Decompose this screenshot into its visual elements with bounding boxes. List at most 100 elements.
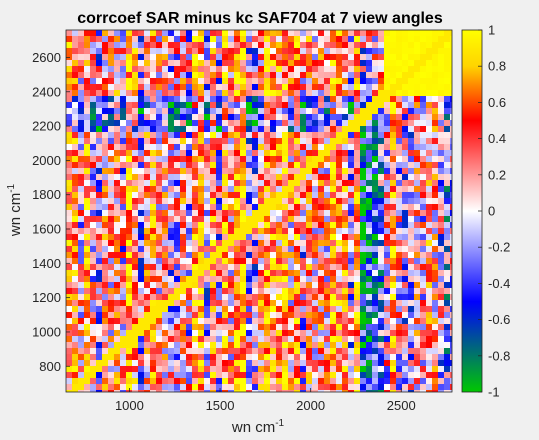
- heatmap-cell: [288, 168, 294, 174]
- heatmap-cell: [438, 270, 444, 276]
- heatmap-cell: [114, 96, 120, 102]
- heatmap-cell: [360, 54, 366, 60]
- heatmap-cell: [426, 198, 432, 204]
- heatmap-cell: [186, 324, 192, 330]
- heatmap-cell: [72, 174, 78, 180]
- heatmap-cell: [240, 348, 246, 354]
- heatmap-cell: [216, 228, 222, 234]
- heatmap-cell: [84, 336, 90, 342]
- heatmap-cell: [348, 144, 354, 150]
- heatmap-cell: [204, 36, 210, 42]
- heatmap-cell: [450, 282, 452, 288]
- heatmap-cell: [450, 204, 452, 210]
- heatmap-cell: [204, 360, 210, 366]
- heatmap-cell: [120, 30, 126, 36]
- heatmap-cell: [306, 366, 312, 372]
- heatmap-cell: [312, 126, 318, 132]
- heatmap-cell: [366, 150, 372, 156]
- heatmap-cell: [234, 102, 240, 108]
- heatmap-cell: [186, 258, 192, 264]
- heatmap-cell: [114, 354, 120, 360]
- heatmap-cell: [288, 150, 294, 156]
- heatmap-cell: [402, 144, 408, 150]
- heatmap-cell: [336, 102, 342, 108]
- heatmap-cell: [144, 162, 150, 168]
- heatmap-cell: [378, 294, 384, 300]
- heatmap-cell: [168, 48, 174, 54]
- heatmap-cell: [420, 294, 426, 300]
- heatmap-cell: [378, 384, 384, 390]
- heatmap-cell: [132, 360, 138, 366]
- heatmap-cell: [264, 144, 270, 150]
- heatmap-cell: [312, 264, 318, 270]
- heatmap-cell: [294, 354, 300, 360]
- heatmap-cell: [318, 150, 324, 156]
- heatmap-cell: [246, 156, 252, 162]
- x-axis-title: wn cm-1: [231, 418, 285, 436]
- heatmap-cell: [354, 372, 360, 378]
- heatmap-cell: [306, 78, 312, 84]
- heatmap-cell: [276, 336, 282, 342]
- heatmap-cell: [426, 366, 432, 372]
- heatmap-cell: [132, 294, 138, 300]
- heatmap-cell: [102, 96, 108, 102]
- heatmap-cell: [216, 42, 222, 48]
- heatmap-cell: [420, 192, 426, 198]
- heatmap-cell: [348, 168, 354, 174]
- heatmap-cell: [96, 66, 102, 72]
- heatmap-cell: [372, 330, 378, 336]
- heatmap-cell: [408, 378, 414, 384]
- heatmap-cell: [342, 216, 348, 222]
- heatmap-cell: [180, 108, 186, 114]
- heatmap-cell: [246, 84, 252, 90]
- heatmap-cell: [288, 276, 294, 282]
- heatmap-cell: [306, 228, 312, 234]
- heatmap-cell: [270, 270, 276, 276]
- heatmap-cell: [420, 342, 426, 348]
- heatmap-cell: [354, 54, 360, 60]
- heatmap-cell: [360, 264, 366, 270]
- heatmap-cell: [210, 180, 216, 186]
- heatmap-cell: [444, 324, 450, 330]
- heatmap-cell: [108, 78, 114, 84]
- heatmap-cell: [288, 180, 294, 186]
- heatmap-cell: [432, 276, 438, 282]
- heatmap-cell: [438, 102, 444, 108]
- heatmap-cell: [120, 114, 126, 120]
- heatmap-cell: [450, 336, 452, 342]
- heatmap-cell: [228, 192, 234, 198]
- heatmap-cell: [402, 114, 408, 120]
- heatmap-cell: [420, 186, 426, 192]
- heatmap-cell: [66, 348, 72, 354]
- heatmap-cell: [372, 312, 378, 318]
- heatmap-cell: [438, 66, 444, 72]
- heatmap-cell: [420, 102, 426, 108]
- heatmap-cell: [186, 36, 192, 42]
- heatmap-cell: [96, 186, 102, 192]
- heatmap-cell: [264, 54, 270, 60]
- heatmap-cell: [180, 384, 186, 390]
- heatmap-cell: [138, 138, 144, 144]
- heatmap-cell: [168, 282, 174, 288]
- heatmap-cell: [354, 360, 360, 366]
- heatmap-cell: [102, 216, 108, 222]
- heatmap-cell: [300, 324, 306, 330]
- heatmap-cell: [246, 228, 252, 234]
- heatmap-cell: [342, 246, 348, 252]
- heatmap-cell: [240, 390, 246, 392]
- heatmap-cell: [162, 96, 168, 102]
- heatmap-cell: [210, 294, 216, 300]
- heatmap-cell: [330, 306, 336, 312]
- heatmap-cell: [354, 102, 360, 108]
- heatmap-cell: [450, 324, 452, 330]
- heatmap-cell: [216, 72, 222, 78]
- heatmap-cell: [288, 270, 294, 276]
- heatmap-cell: [384, 96, 390, 102]
- heatmap-cell: [384, 108, 390, 114]
- heatmap-cell: [144, 108, 150, 114]
- heatmap-cell: [342, 144, 348, 150]
- y-tick-label: 2200: [32, 119, 61, 134]
- heatmap-cell: [390, 318, 396, 324]
- heatmap-cell: [312, 330, 318, 336]
- heatmap-cell: [222, 156, 228, 162]
